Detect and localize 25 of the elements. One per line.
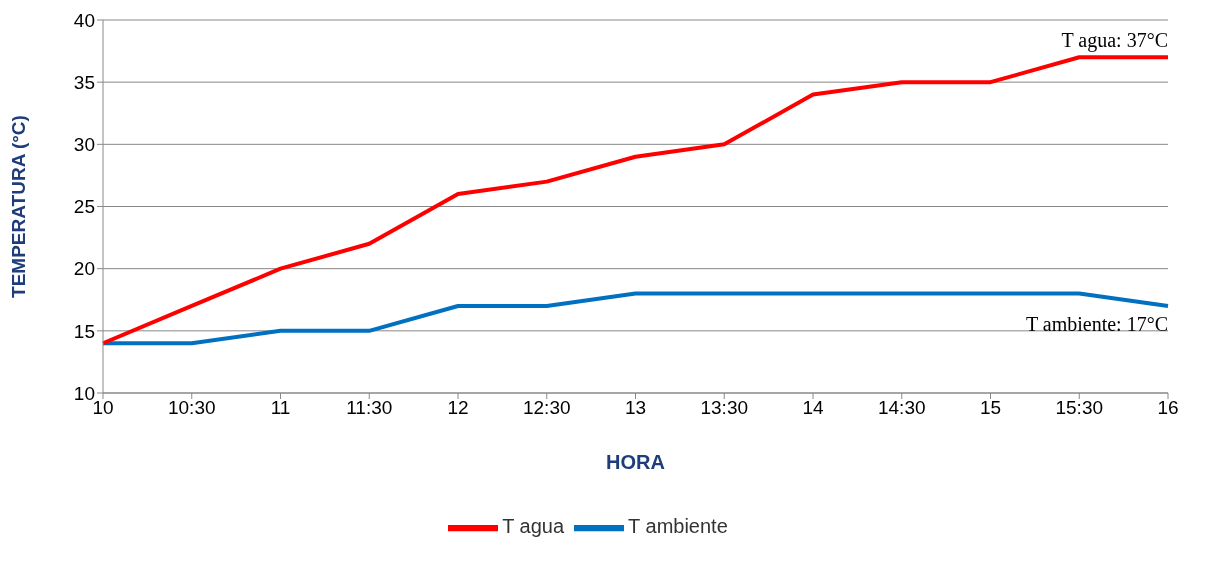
- x-tick-label: 13: [624, 397, 647, 419]
- annotation: T agua: 37°C: [1061, 29, 1168, 53]
- y-axis-title: TEMPERATURA (°C): [7, 115, 29, 298]
- y-tick-label: 25: [73, 196, 95, 218]
- y-tick-label: 40: [73, 9, 95, 31]
- x-axis-title: HORA: [606, 451, 665, 474]
- y-tick-label: 20: [73, 258, 95, 280]
- legend-label: T agua: [502, 515, 565, 538]
- x-tick-label: 15: [979, 397, 1002, 419]
- legend-label: T ambiente: [628, 515, 728, 538]
- x-tick-label: 11:30: [346, 397, 393, 419]
- x-tick-label: 15:30: [1055, 397, 1104, 419]
- annotation: T ambiente: 17°C: [1025, 312, 1168, 335]
- y-tick-label: 30: [73, 134, 95, 156]
- x-tick-label: 10:30: [167, 397, 216, 419]
- x-tick-label: 14:30: [877, 397, 926, 419]
- y-tick-label: 15: [73, 320, 95, 342]
- x-tick-label: 13:30: [700, 397, 749, 419]
- x-tick-label: 14: [802, 397, 824, 419]
- x-tick-label: 16: [1157, 397, 1179, 419]
- y-tick-label: 35: [73, 71, 95, 93]
- x-tick-label: 11: [270, 397, 291, 419]
- x-tick-label: 12: [447, 397, 469, 419]
- y-tick-label: 10: [73, 382, 95, 404]
- x-tick-label: 12:30: [522, 397, 571, 419]
